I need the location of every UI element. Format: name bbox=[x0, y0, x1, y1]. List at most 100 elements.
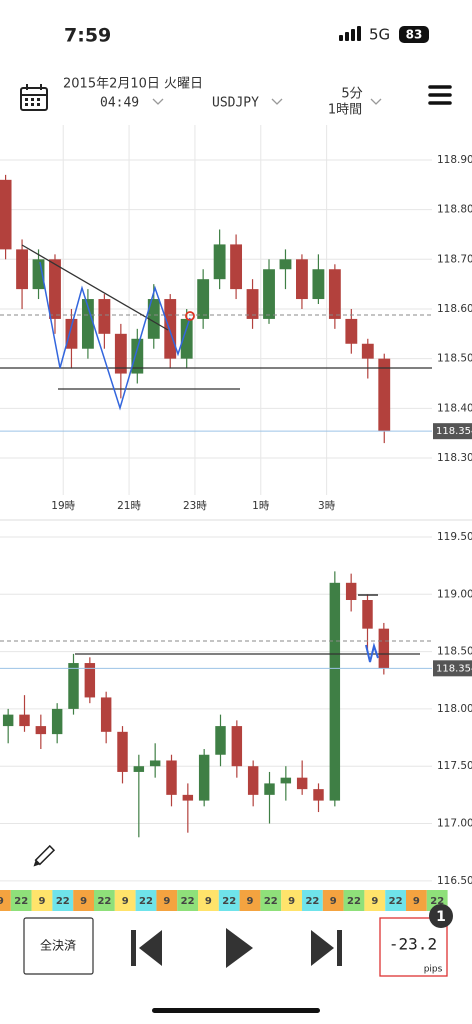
y-tick-label: 118.50 bbox=[437, 353, 472, 365]
close-all-button[interactable] bbox=[23, 917, 94, 975]
candle-body bbox=[361, 343, 374, 359]
y-tick-label: 117.00 bbox=[437, 818, 472, 830]
session-label: 9 bbox=[39, 896, 46, 907]
candle-body bbox=[329, 582, 341, 801]
chevron bbox=[370, 98, 382, 105]
session-strip: 9 22 9 22 9 22 9 22 9 22 9 22 9 22 9 22 9 22 9 22 9 22 bbox=[0, 890, 448, 911]
session-label: 9 bbox=[0, 896, 4, 907]
session-label: 9 bbox=[80, 896, 87, 907]
y-tick-label: 118.60 bbox=[437, 303, 472, 315]
prev-button[interactable] bbox=[131, 930, 162, 966]
session-label: 22 bbox=[305, 896, 319, 907]
candle-body bbox=[215, 726, 226, 755]
candle-chart: 119.50 119.00 118.50 118.00 117.50 117.00 116.… bbox=[0, 531, 472, 887]
charts: 118.90 118.80 118.70 118.60 118.50 118.40 118.… bbox=[0, 125, 472, 887]
candle-body bbox=[32, 259, 45, 290]
candle-body bbox=[65, 318, 78, 349]
session-cell bbox=[406, 890, 427, 911]
drawings-bottom bbox=[0, 594, 432, 663]
next-button[interactable] bbox=[311, 930, 342, 966]
symbol[interactable]: USDJPY bbox=[212, 96, 259, 111]
y-tick-label: 119.50 bbox=[437, 531, 472, 543]
candle-body bbox=[231, 726, 243, 767]
session-cell bbox=[73, 890, 94, 911]
candle-body bbox=[230, 244, 243, 290]
candle-body bbox=[166, 760, 177, 795]
candle-body bbox=[378, 358, 391, 432]
candle-body bbox=[182, 794, 194, 801]
candle-body bbox=[49, 259, 61, 319]
badge-count: 1 bbox=[436, 909, 446, 925]
candle-body bbox=[378, 628, 390, 669]
candle-body bbox=[313, 789, 324, 801]
play-button[interactable] bbox=[226, 928, 253, 968]
chevron bbox=[152, 98, 164, 105]
session-cell bbox=[156, 890, 178, 911]
session-label: 22 bbox=[389, 896, 403, 907]
session-cell bbox=[31, 890, 53, 911]
timeframe-top[interactable]: 5分 bbox=[341, 87, 362, 102]
y-tick-label: 118.40 bbox=[437, 402, 472, 414]
replay-time[interactable]: 04:49 bbox=[100, 96, 139, 111]
x-tick-label: 3時 bbox=[318, 500, 336, 512]
y-tick-label: 118.70 bbox=[437, 253, 472, 265]
pips-box[interactable] bbox=[379, 917, 448, 977]
session-label: 9 bbox=[247, 896, 254, 907]
session-label: 22 bbox=[222, 896, 236, 907]
candle-body bbox=[35, 726, 47, 735]
session-cell bbox=[364, 890, 386, 911]
session-cell bbox=[114, 890, 136, 911]
session-cell bbox=[239, 890, 261, 911]
candle-body bbox=[263, 269, 275, 319]
candle-body bbox=[296, 259, 308, 300]
candle-body bbox=[84, 663, 96, 698]
session-cell bbox=[94, 890, 115, 911]
candle-body bbox=[198, 754, 210, 801]
candle-body bbox=[133, 766, 145, 772]
candle-body bbox=[149, 760, 161, 767]
y-tick-label: 118.50 bbox=[437, 646, 472, 658]
session-cell bbox=[281, 890, 302, 911]
session-cell bbox=[0, 890, 11, 911]
candle-body bbox=[280, 777, 292, 784]
replay-date: 2015年2月10日 火曜日 bbox=[63, 77, 203, 92]
x-tick-label: 21時 bbox=[117, 500, 141, 512]
candle-body bbox=[68, 663, 79, 709]
candle-body bbox=[164, 299, 177, 359]
last-price-tag bbox=[433, 423, 472, 440]
candle-body bbox=[362, 600, 373, 629]
session-label: 22 bbox=[56, 896, 70, 907]
candle-body bbox=[131, 338, 144, 374]
candle-body bbox=[147, 299, 160, 339]
session-cell bbox=[198, 890, 219, 911]
y-tick-label: 118.00 bbox=[437, 703, 472, 715]
session-label: 22 bbox=[430, 896, 444, 907]
drawings-top bbox=[0, 244, 432, 411]
candle-body bbox=[81, 299, 94, 349]
candle-body bbox=[19, 714, 30, 727]
y-tick-label: 118.80 bbox=[437, 204, 472, 216]
menu-icon[interactable] bbox=[428, 85, 452, 105]
session-cell bbox=[322, 890, 344, 911]
session-label: 22 bbox=[14, 896, 28, 907]
y-tick-label: 119.00 bbox=[437, 588, 472, 600]
session-cell bbox=[135, 890, 157, 911]
home-indicator bbox=[152, 1008, 320, 1013]
candle-body bbox=[296, 777, 308, 790]
chevron bbox=[271, 98, 283, 105]
calendar-icon[interactable] bbox=[20, 84, 48, 111]
session-label: 9 bbox=[122, 896, 129, 907]
last-price-tag bbox=[433, 660, 472, 677]
candle-body bbox=[114, 333, 127, 374]
session-label: 9 bbox=[205, 896, 212, 907]
pips-unit: pips bbox=[424, 965, 443, 975]
y-tick-label: 116.50 bbox=[437, 875, 472, 887]
session-cell bbox=[218, 890, 240, 911]
last-price-label: 118.354 bbox=[436, 426, 472, 437]
timeframe-bottom[interactable]: 1時間 bbox=[328, 103, 362, 118]
session-label: 9 bbox=[288, 896, 295, 907]
session-cell bbox=[10, 890, 32, 911]
pencil-icon[interactable] bbox=[31, 844, 56, 869]
session-label: 22 bbox=[181, 896, 195, 907]
